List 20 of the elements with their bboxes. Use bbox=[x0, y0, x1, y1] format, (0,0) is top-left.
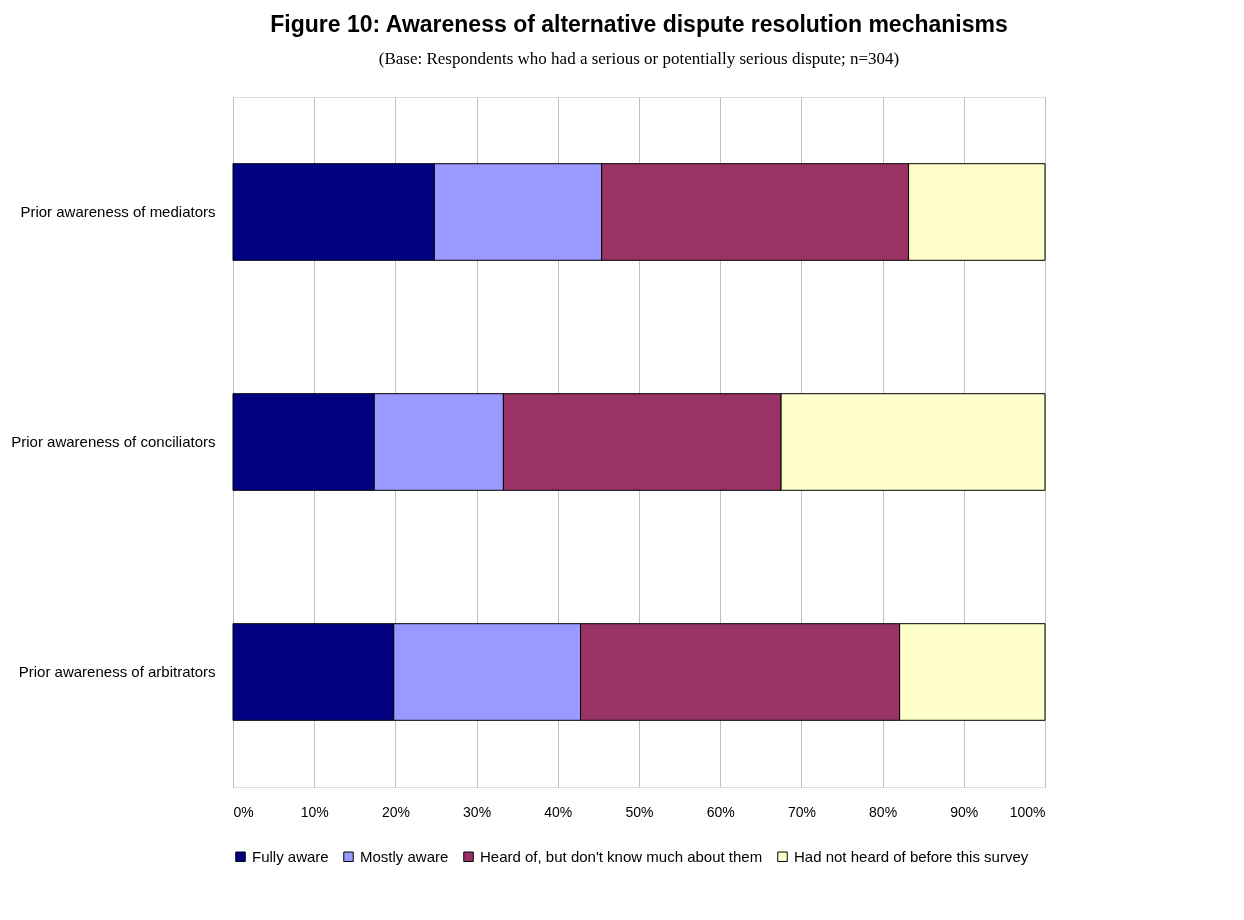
x-tick-label: 10% bbox=[300, 803, 329, 820]
x-tick-label: 50% bbox=[625, 803, 654, 820]
chart-subtitle: (Base: Respondents who had a serious or potentially serious dispute; n=304) bbox=[378, 49, 900, 68]
x-tick-label: 60% bbox=[706, 803, 735, 820]
y-tick-label: Prior awareness of mediators bbox=[20, 203, 216, 220]
x-tick-label: 40% bbox=[544, 803, 573, 820]
x-tick-label: 70% bbox=[787, 803, 816, 820]
x-tick-label: 100% bbox=[1009, 803, 1046, 820]
legend-label: Had not heard of before this survey bbox=[794, 847, 1029, 865]
y-tick-label: Prior awareness of conciliators bbox=[11, 433, 216, 450]
x-tick-label: 0% bbox=[233, 803, 254, 820]
x-tick-label: 20% bbox=[381, 803, 410, 820]
chart-title: Figure 10: Awareness of alternative dispute resolution mechanisms bbox=[270, 11, 1008, 37]
legend-label: Heard of, but don't know much about them bbox=[480, 847, 763, 865]
x-tick-label: 30% bbox=[463, 803, 492, 820]
legend-label: Mostly aware bbox=[360, 847, 449, 865]
y-tick-label: Prior awareness of arbitrators bbox=[18, 663, 216, 680]
x-tick-label: 80% bbox=[869, 803, 898, 820]
x-tick-label: 90% bbox=[950, 803, 979, 820]
legend-label: Fully aware bbox=[252, 847, 329, 865]
